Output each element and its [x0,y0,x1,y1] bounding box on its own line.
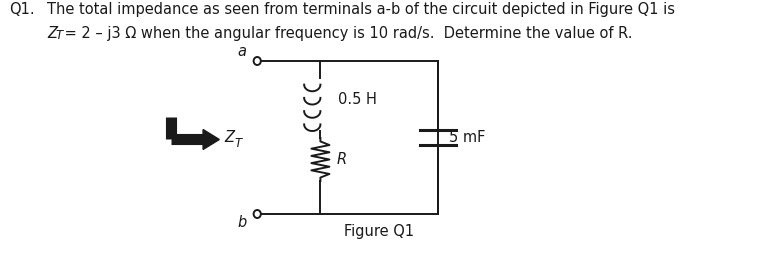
Text: Z: Z [47,26,57,41]
Text: T: T [55,30,63,43]
Text: Figure Q1: Figure Q1 [344,224,414,239]
Text: b: b [237,215,247,230]
Text: a: a [237,44,247,59]
Text: 5 mF: 5 mF [449,130,485,145]
Text: The total impedance as seen from terminals a-b of the circuit depicted in Figure: The total impedance as seen from termina… [47,2,675,17]
Text: = 2 – j3 Ω when the angular frequency is 10 rad/s.  Determine the value of R.: = 2 – j3 Ω when the angular frequency is… [61,26,633,41]
Text: Q1.: Q1. [9,2,34,17]
Text: T: T [234,137,242,150]
Text: 0.5 H: 0.5 H [339,92,378,107]
Text: R: R [336,152,347,167]
Polygon shape [203,129,219,150]
Text: Z: Z [224,130,234,145]
